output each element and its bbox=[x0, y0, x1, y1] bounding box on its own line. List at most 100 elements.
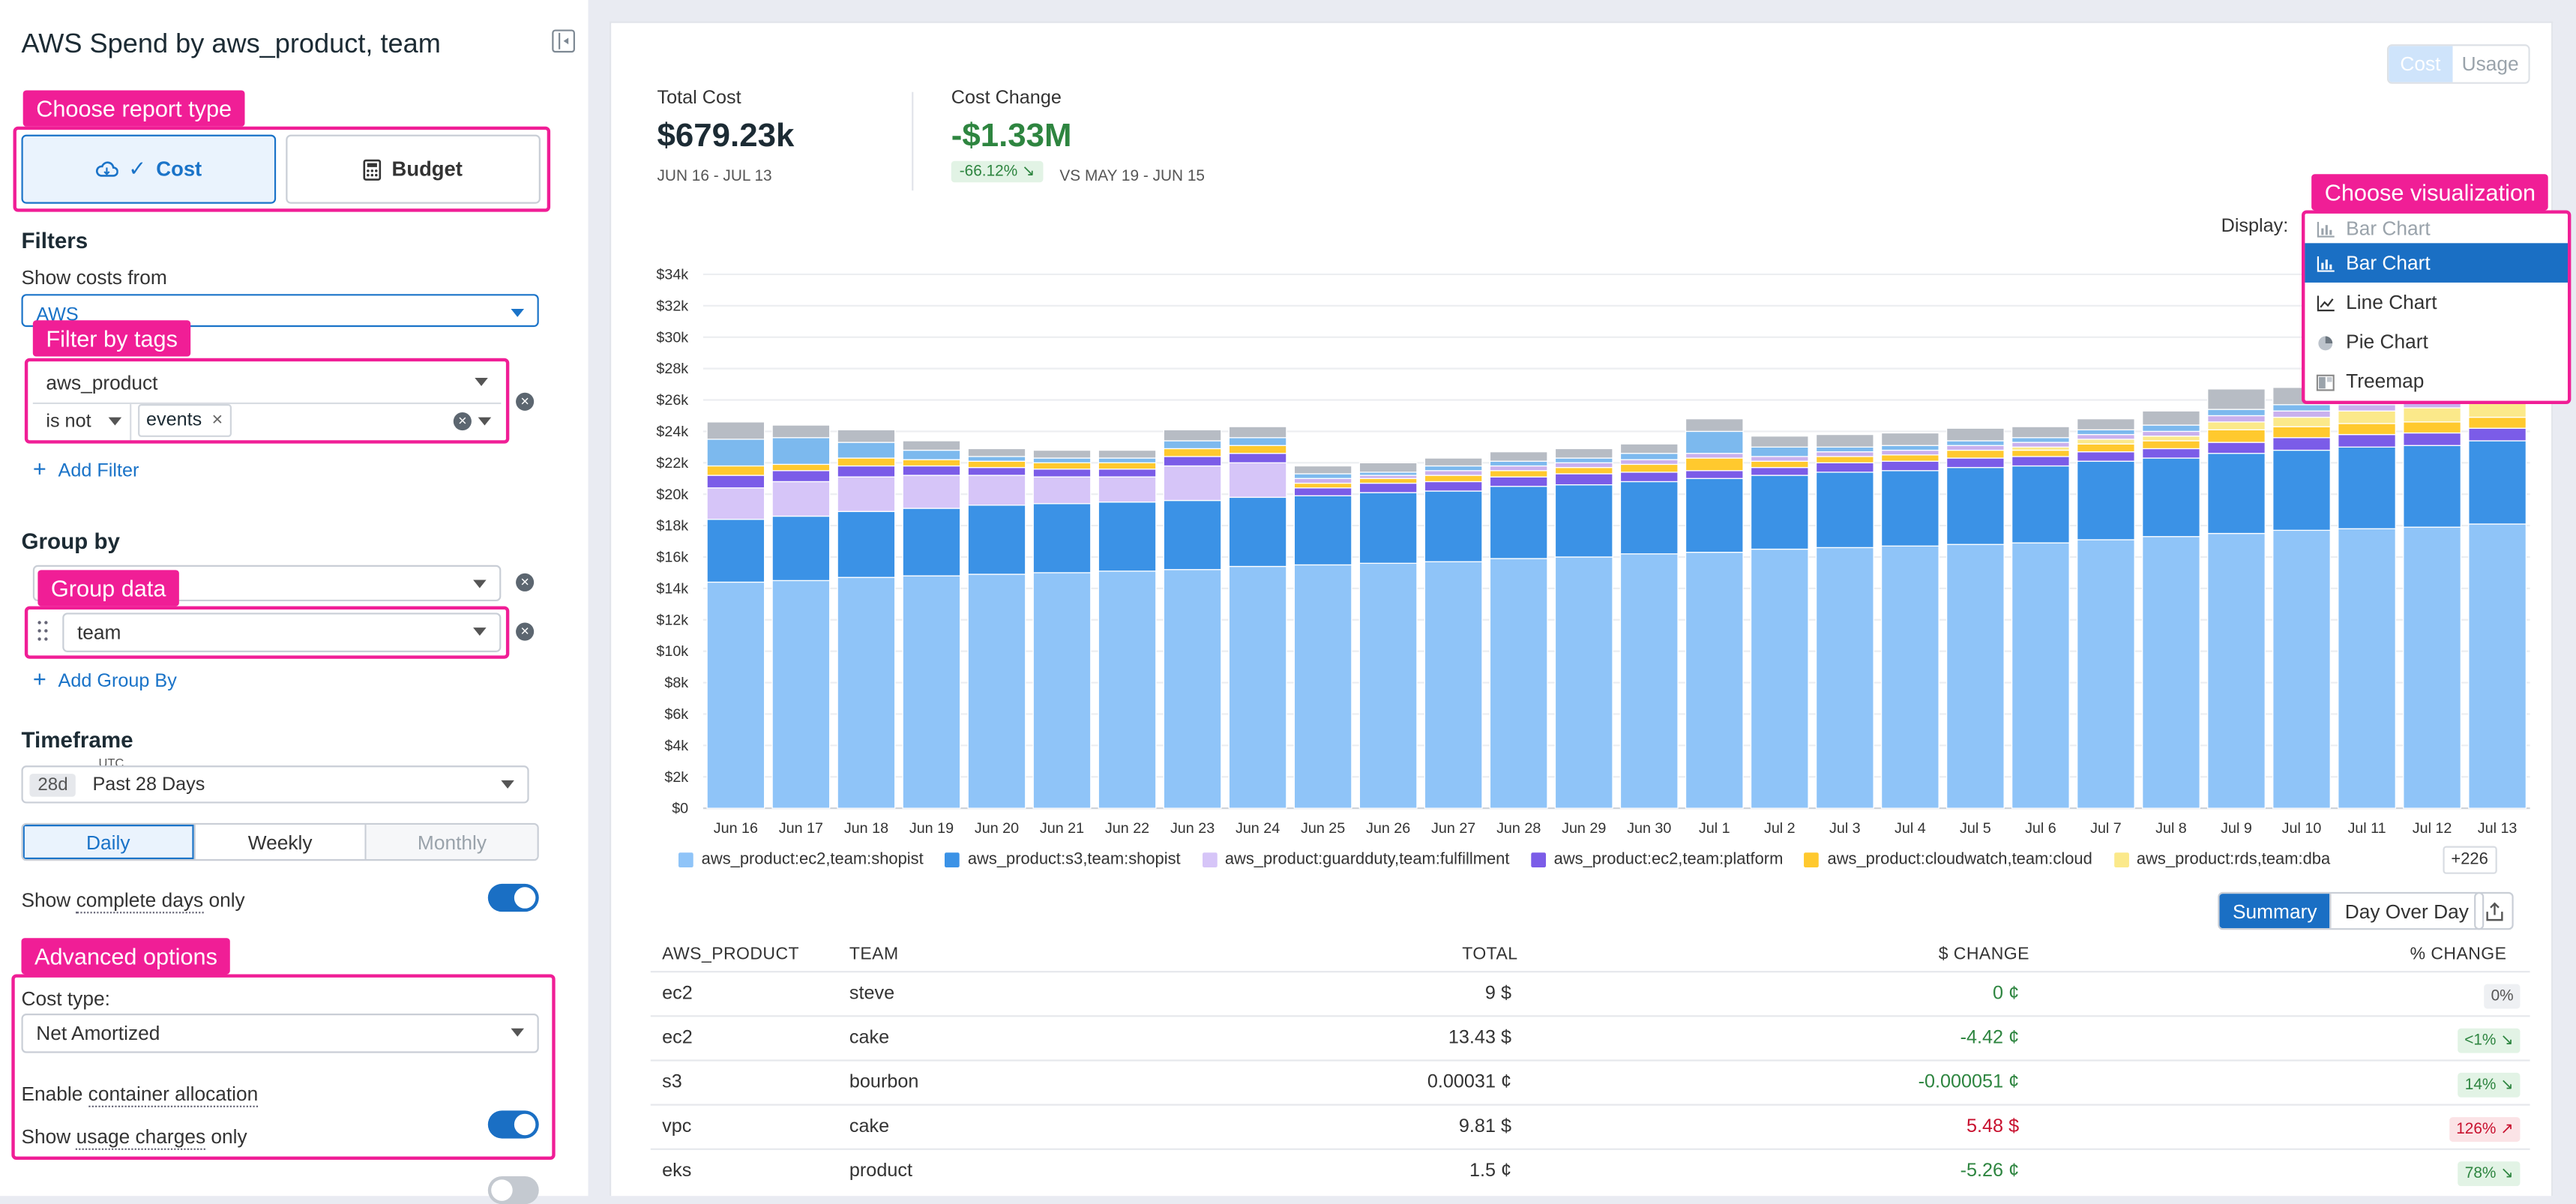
bar-segment[interactable] bbox=[837, 457, 896, 467]
bar-segment[interactable] bbox=[902, 575, 961, 809]
bar-segment[interactable] bbox=[1424, 561, 1483, 809]
operator-select[interactable]: is not bbox=[32, 404, 132, 441]
bar-segment[interactable] bbox=[1293, 495, 1352, 566]
bar-segment[interactable] bbox=[1163, 465, 1222, 502]
bar-segment[interactable] bbox=[2468, 523, 2527, 809]
bar-segment[interactable] bbox=[1619, 453, 1679, 460]
bar-segment[interactable] bbox=[1489, 558, 1548, 809]
th-dollar-change[interactable]: $ CHANGE bbox=[1938, 944, 2029, 965]
bar-segment[interactable] bbox=[1750, 475, 1809, 550]
report-type-cost-button[interactable]: ✓ Cost bbox=[21, 134, 277, 204]
timeframe-select[interactable]: 28d Past 28 Days bbox=[21, 765, 529, 804]
bar-segment[interactable] bbox=[2011, 437, 2070, 443]
bar-segment[interactable] bbox=[1685, 453, 1744, 459]
bar-segment[interactable] bbox=[2011, 465, 2070, 544]
add-filter-link[interactable]: + Add Filter bbox=[33, 455, 139, 481]
bar-segment[interactable] bbox=[1163, 448, 1222, 457]
bar-segment[interactable] bbox=[1032, 503, 1092, 574]
drag-handle-icon[interactable] bbox=[36, 619, 49, 642]
bar-segment[interactable] bbox=[1358, 462, 1418, 473]
display-option-treemap[interactable]: Treemap bbox=[2305, 361, 2568, 401]
bar-segment[interactable] bbox=[1945, 445, 2005, 451]
bar-segment[interactable] bbox=[1685, 470, 1744, 479]
collapse-sidebar-icon[interactable] bbox=[552, 29, 575, 53]
bar-segment[interactable] bbox=[2076, 439, 2135, 445]
bar-segment[interactable] bbox=[1489, 476, 1548, 487]
bar-segment[interactable] bbox=[1228, 462, 1287, 499]
bar-segment[interactable] bbox=[1358, 482, 1418, 493]
bar-segment[interactable] bbox=[706, 519, 765, 583]
bar-segment[interactable] bbox=[1880, 432, 1939, 446]
bar-segment[interactable] bbox=[1945, 440, 2005, 446]
bar-segment[interactable] bbox=[2338, 433, 2396, 448]
bar-segment[interactable] bbox=[2142, 424, 2200, 433]
bar-segment[interactable] bbox=[2076, 451, 2135, 462]
bar-segment[interactable] bbox=[1815, 472, 1874, 549]
bar-segment[interactable] bbox=[1815, 451, 1874, 457]
mode-tab-cost[interactable]: Cost bbox=[2389, 46, 2452, 82]
bar-segment[interactable] bbox=[706, 421, 765, 440]
bar-segment[interactable] bbox=[1163, 456, 1222, 467]
bar-segment[interactable] bbox=[902, 440, 961, 451]
bar-segment[interactable] bbox=[771, 580, 831, 809]
bar-segment[interactable] bbox=[771, 463, 831, 472]
bar-segment[interactable] bbox=[2076, 418, 2135, 430]
bar-segment[interactable] bbox=[2272, 416, 2331, 427]
bar-segment[interactable] bbox=[1293, 487, 1352, 496]
bar-segment[interactable] bbox=[2403, 421, 2462, 434]
bar-segment[interactable] bbox=[2011, 456, 2070, 467]
remove-filter-icon[interactable]: × bbox=[516, 392, 535, 411]
bar-segment[interactable] bbox=[2272, 437, 2331, 451]
bar-segment[interactable] bbox=[2207, 442, 2266, 454]
bar-segment[interactable] bbox=[967, 448, 1026, 457]
bar-segment[interactable] bbox=[1424, 481, 1483, 492]
bar-segment[interactable] bbox=[2142, 430, 2200, 437]
bar-segment[interactable] bbox=[2011, 426, 2070, 439]
bar-segment[interactable] bbox=[1750, 456, 1809, 462]
bar-segment[interactable] bbox=[1424, 457, 1483, 467]
bar-segment[interactable] bbox=[706, 487, 765, 520]
report-type-budget-button[interactable]: Budget bbox=[286, 134, 541, 204]
bar-segment[interactable] bbox=[1750, 460, 1809, 469]
add-group-by-link[interactable]: + Add Group By bbox=[33, 665, 177, 691]
remove-tag-icon[interactable]: × bbox=[211, 410, 223, 431]
bar-segment[interactable] bbox=[1815, 446, 1874, 453]
bar-segment[interactable] bbox=[1554, 462, 1613, 469]
container-allocation-toggle[interactable] bbox=[487, 1110, 539, 1139]
bar-segment[interactable] bbox=[1945, 427, 2005, 442]
bar-segment[interactable] bbox=[1750, 446, 1809, 457]
bar-segment[interactable] bbox=[967, 505, 1026, 575]
view-tab-summary[interactable]: Summary bbox=[2219, 894, 2331, 929]
bar-segment[interactable] bbox=[1424, 470, 1483, 476]
bar-segment[interactable] bbox=[1880, 449, 1939, 456]
bar-segment[interactable] bbox=[2011, 449, 2070, 457]
bar-segment[interactable] bbox=[1098, 449, 1157, 459]
bar-segment[interactable] bbox=[1945, 466, 2005, 545]
bar-segment[interactable] bbox=[1228, 565, 1287, 809]
bar-segment[interactable] bbox=[1228, 437, 1287, 446]
bar-segment[interactable] bbox=[902, 465, 961, 476]
bar-segment[interactable] bbox=[1228, 426, 1287, 439]
bar-segment[interactable] bbox=[2142, 457, 2200, 538]
bar-segment[interactable] bbox=[1293, 564, 1352, 809]
bar-segment[interactable] bbox=[967, 460, 1026, 469]
granularity-weekly[interactable]: Weekly bbox=[195, 825, 367, 860]
bar-segment[interactable] bbox=[771, 437, 831, 466]
bar-segment[interactable] bbox=[1554, 457, 1613, 463]
bar-segment[interactable] bbox=[2403, 407, 2462, 423]
bar-segment[interactable] bbox=[1228, 453, 1287, 463]
bar-segment[interactable] bbox=[1098, 476, 1157, 503]
bar-segment[interactable] bbox=[2468, 440, 2527, 525]
bar-segment[interactable] bbox=[837, 511, 896, 578]
bar-segment[interactable] bbox=[1685, 430, 1744, 454]
bar-segment[interactable] bbox=[1032, 572, 1092, 809]
chevron-down-icon[interactable] bbox=[478, 417, 492, 426]
bar-segment[interactable] bbox=[2207, 453, 2266, 535]
bar-segment[interactable] bbox=[1880, 445, 1939, 451]
bar-segment[interactable] bbox=[967, 475, 1026, 506]
bar-segment[interactable] bbox=[1098, 469, 1157, 478]
bar-segment[interactable] bbox=[902, 508, 961, 577]
bar-segment[interactable] bbox=[2338, 404, 2396, 412]
bar-segment[interactable] bbox=[1619, 443, 1679, 454]
bar-segment[interactable] bbox=[1685, 552, 1744, 809]
